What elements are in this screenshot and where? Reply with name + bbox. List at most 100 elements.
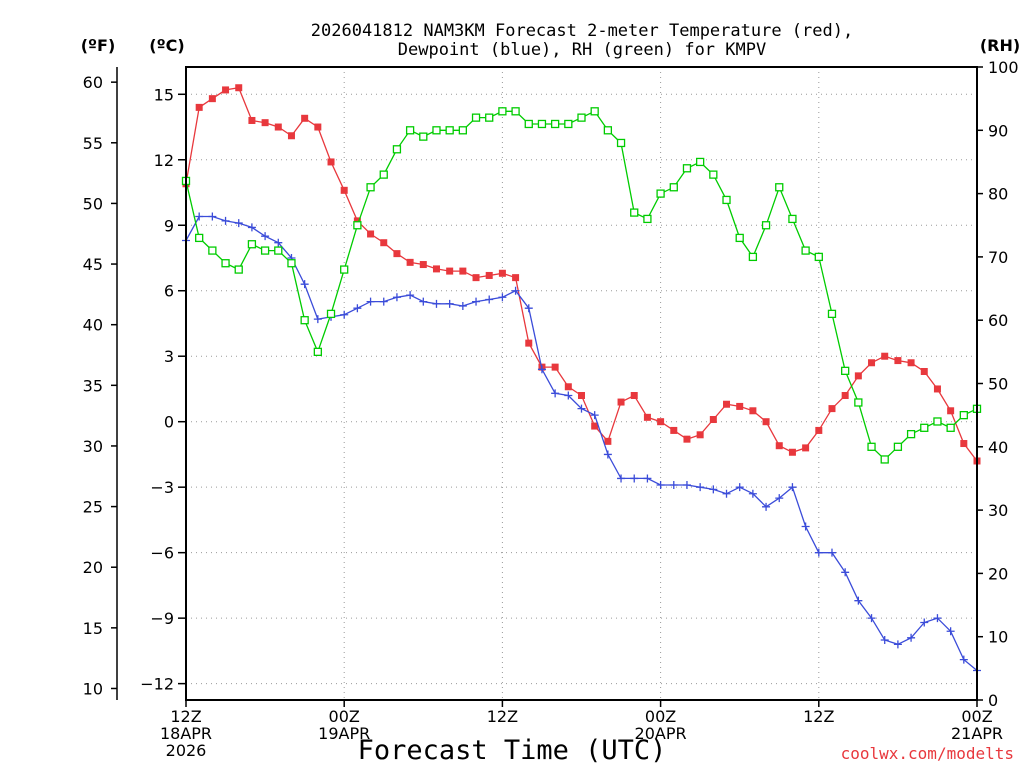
- dewpoint-point: [564, 391, 573, 400]
- rh-point: [959, 410, 968, 420]
- temperature-point: [723, 400, 731, 408]
- temperature-point: [314, 123, 322, 131]
- rh-point: [748, 252, 758, 262]
- dewpoint-point: [854, 596, 863, 605]
- temperature-point: [512, 274, 520, 282]
- fahrenheit-tick-label: 40: [83, 316, 103, 335]
- rh-tick-label: 40: [988, 438, 1008, 457]
- rh-point: [616, 138, 626, 148]
- time-tick-label: 20APR: [635, 724, 687, 743]
- rh-point: [260, 246, 270, 255]
- rh-point: [234, 265, 243, 274]
- dewpoint-point: [669, 480, 678, 489]
- dewpoint-point: [353, 304, 362, 313]
- rh-point: [405, 126, 415, 135]
- rh-point: [841, 366, 850, 375]
- rh-point: [537, 119, 547, 129]
- dewpoint-point: [682, 480, 691, 489]
- celsius-tick-label: 0: [164, 413, 174, 432]
- temperature-point: [736, 402, 744, 410]
- temperature-point: [683, 435, 691, 443]
- fahrenheit-tick-label: 35: [83, 376, 103, 395]
- temperature-point: [301, 114, 309, 122]
- rh-point: [696, 157, 705, 167]
- dewpoint-point: [893, 640, 902, 649]
- celsius-tick-label: −3: [150, 478, 174, 497]
- temperature-point: [472, 274, 480, 282]
- dewpoint-point: [814, 548, 823, 557]
- rh-tick-label: 10: [988, 628, 1008, 647]
- dewpoint-point: [656, 480, 665, 489]
- rh-point: [933, 417, 942, 426]
- rh-point: [511, 107, 520, 116]
- rh-tick-label: 100: [988, 58, 1019, 77]
- temperature-point: [841, 392, 849, 400]
- dewpoint-point: [617, 474, 626, 483]
- rh-point: [761, 221, 771, 230]
- rh-point: [471, 113, 481, 122]
- temperature-point: [802, 444, 810, 452]
- rh-point: [669, 183, 678, 192]
- rh-point: [788, 214, 797, 224]
- chart-title-line-1: 2026041812 NAM3KM Forecast 2-meter Tempe…: [311, 21, 853, 41]
- temperature-point: [564, 383, 572, 391]
- dewpoint-point: [379, 297, 388, 306]
- dewpoint-point: [643, 474, 652, 483]
- dewpoint-point: [366, 297, 375, 306]
- temperature-point: [920, 367, 928, 375]
- temperature-point: [195, 103, 203, 111]
- dewpoint-point: [406, 291, 415, 300]
- rh-point: [735, 233, 744, 243]
- temperature-point: [775, 442, 783, 450]
- temperature-point: [485, 271, 493, 279]
- temperature-point: [868, 359, 876, 367]
- celsius-tick-label: 12: [154, 151, 174, 170]
- fahrenheit-tick-label: 25: [83, 498, 103, 517]
- celsius-tick-label: −6: [150, 544, 174, 563]
- celsius-tick-label: 6: [164, 282, 174, 301]
- rh-point: [353, 221, 362, 230]
- temperature-point: [353, 217, 361, 225]
- dewpoint-point: [524, 304, 533, 313]
- temperature-point: [406, 258, 414, 266]
- dewpoint-point: [709, 485, 718, 494]
- series-layer: [182, 84, 982, 675]
- rh-point: [485, 113, 494, 122]
- dewpoint-point: [537, 365, 546, 374]
- rh-point: [920, 423, 929, 432]
- rh-point: [814, 252, 823, 262]
- temperature-point: [525, 339, 533, 347]
- dewpoint-point: [485, 295, 494, 304]
- credit-link[interactable]: coolwx.com/modelts: [841, 744, 1014, 763]
- fahrenheit-tick-label: 10: [83, 679, 103, 698]
- temperature-point: [380, 239, 388, 247]
- dewpoint-point: [775, 494, 784, 503]
- fahrenheit-tick-label: 55: [83, 134, 103, 153]
- temperature-point: [248, 116, 256, 124]
- celsius-tick-label: 9: [164, 216, 174, 235]
- rh-point: [550, 119, 560, 129]
- rh-point: [287, 259, 296, 268]
- celsius-tick-label: −9: [150, 609, 174, 628]
- temperature-point: [960, 440, 968, 448]
- x-axis-label: Forecast Time (UTC): [358, 735, 667, 766]
- dewpoint-point: [946, 627, 955, 636]
- dewpoint-point: [577, 404, 586, 413]
- temperature-point: [432, 265, 440, 273]
- temperature-point: [274, 123, 282, 131]
- temperature-point: [907, 359, 915, 367]
- rh-point: [643, 214, 652, 224]
- rh-tick-label: 20: [988, 564, 1008, 583]
- rh-point: [313, 347, 322, 357]
- temperature-point: [933, 385, 941, 393]
- rh-point: [801, 246, 810, 255]
- rh-tick-label: 50: [988, 375, 1008, 394]
- time-tick-label: 18APR: [160, 724, 212, 743]
- dewpoint-point: [247, 223, 256, 232]
- time-tick-label: 2026: [166, 741, 207, 760]
- rh-point: [274, 246, 283, 255]
- dewpoint-point: [340, 310, 349, 319]
- rh-point: [221, 259, 230, 268]
